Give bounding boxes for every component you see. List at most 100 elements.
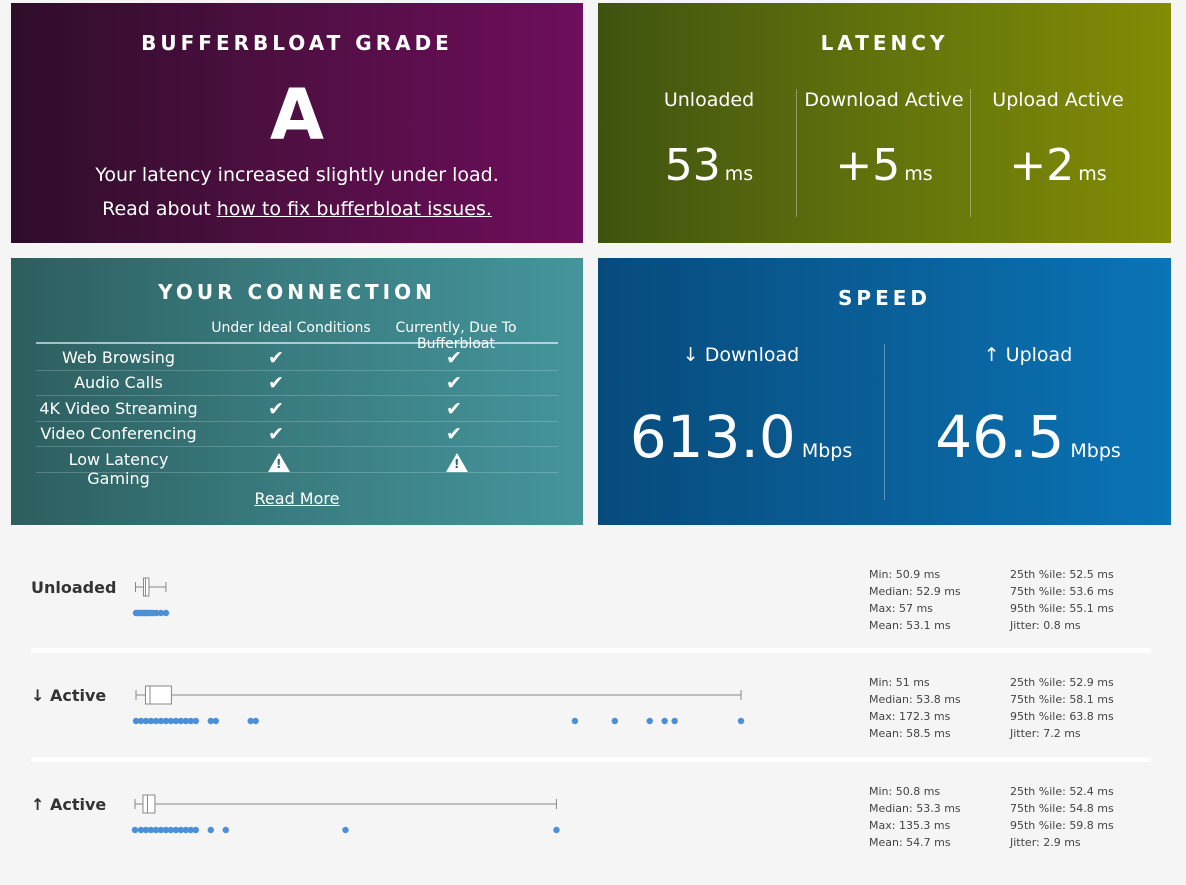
connection-row-label: Audio Calls (74, 373, 163, 393)
stat-mean: Mean: 58.5 ms (869, 727, 951, 740)
latency-label: Upload Active (992, 89, 1124, 111)
sample-dot (553, 826, 560, 834)
stat-min: Min: 50.8 ms (869, 785, 941, 798)
sample-dot (137, 717, 145, 725)
stats-section-title: Unloaded (31, 578, 117, 597)
fix-bufferbloat-link[interactable]: how to fix bufferbloat issues. (216, 198, 492, 220)
boxplot-box (144, 685, 172, 705)
connection-row-label: Video Conferencing (40, 424, 197, 444)
grade-fix-prefix: Read about (102, 198, 217, 220)
sample-dot (142, 826, 150, 834)
stats-col-right: 25th %ile: 52.5 ms 75th %ile: 53.6 ms 95… (1010, 566, 1114, 634)
sample-dot (157, 609, 165, 617)
speed-divider (884, 344, 885, 500)
stat-median: Median: 53.3 ms (869, 802, 961, 815)
sample-dot (162, 717, 170, 725)
stat-jitter: Jitter: 7.2 ms (1010, 727, 1081, 740)
your-connection-card: YOUR CONNECTION Under Ideal Conditions C… (11, 258, 583, 525)
sample-dot (152, 717, 160, 725)
boxplot-box (142, 794, 156, 814)
connection-row: Audio Calls ✔ ✔ (36, 370, 558, 397)
sample-dot (182, 717, 190, 725)
grade-fix-line: Read about how to fix bufferbloat issues… (11, 198, 583, 220)
upload-number: 46.5 (935, 403, 1065, 471)
download-unit: Mbps (801, 440, 853, 462)
connection-row-label: Web Browsing (61, 348, 176, 367)
stat-p25: 25th %ile: 52.5 ms (1010, 568, 1114, 581)
sample-dot (132, 717, 140, 725)
latency-divider (796, 89, 797, 217)
stat-jitter: Jitter: 2.9 ms (1010, 836, 1081, 849)
sample-dot (342, 826, 349, 834)
latency-unit: ms (1078, 163, 1107, 185)
read-more-link[interactable]: Read More (254, 489, 340, 508)
upload-unit: Mbps (1070, 440, 1121, 462)
sample-dot (222, 826, 229, 834)
stats-col-left: Min: 50.8 ms Median: 53.3 ms Max: 135.3 … (869, 783, 961, 851)
stat-max: Max: 57 ms (869, 602, 933, 615)
stat-p25: 25th %ile: 52.9 ms (1010, 676, 1114, 689)
stat-p95: 95th %ile: 59.8 ms (1010, 819, 1114, 832)
grade-letter: A (269, 74, 325, 156)
grade-description: Your latency increased slightly under lo… (95, 164, 499, 186)
latency-divider (970, 89, 971, 217)
sample-dot (137, 826, 145, 834)
speed-card-title: SPEED (838, 286, 931, 310)
stats-upload-active: ↑ Active Min: 50.8 ms Median: 53.3 ms Ma… (31, 783, 1151, 863)
latency-unloaded: Unloaded 53 ms (622, 89, 796, 201)
warning-icon (446, 452, 468, 477)
checkmark-icon: ✔ (268, 423, 284, 446)
sample-dot (207, 717, 215, 725)
sample-dot (661, 717, 668, 725)
stat-p95: 95th %ile: 55.1 ms (1010, 602, 1114, 615)
sample-dot (152, 826, 160, 834)
sample-dot (571, 717, 579, 725)
sample-dot (153, 609, 160, 617)
upload-speed: ↑ Upload 46.5 Mbps (885, 344, 1171, 486)
connection-header-rule (36, 342, 558, 344)
stats-col-right: 25th %ile: 52.4 ms 75th %ile: 54.8 ms 95… (1010, 783, 1114, 851)
stats-section-title: ↑ Active (31, 795, 107, 814)
latency-download-active: Download Active +5 ms (797, 89, 971, 201)
sample-dot (252, 717, 259, 725)
column-header-current: Currently, Due To Bufferbloat (395, 320, 517, 352)
checkmark-icon: ✔ (446, 347, 462, 369)
stat-min: Min: 51 ms (869, 676, 930, 689)
sample-dot (207, 826, 215, 834)
read-more-line: Read More (11, 489, 583, 508)
latency-number: +2 (1009, 140, 1075, 191)
sample-dot (177, 717, 185, 725)
stats-section-title: ↓ Active (31, 686, 107, 705)
sample-dot (147, 826, 155, 834)
stat-max: Max: 135.3 ms (869, 819, 951, 832)
stat-median: Median: 53.8 ms (869, 693, 961, 706)
sample-dot (182, 826, 190, 834)
latency-value: +2 ms (971, 139, 1145, 201)
sample-dot (162, 826, 170, 834)
latency-card-title: LATENCY (820, 31, 949, 55)
sample-dot (131, 826, 139, 834)
stats-download-active: ↓ Active Min: 51 ms Median: 53.8 ms Max:… (31, 674, 1151, 754)
bufferbloat-grade-card: BUFFERBLOAT GRADE A Your latency increas… (11, 3, 583, 243)
latency-boxplot (132, 577, 170, 617)
sample-dot (671, 717, 678, 725)
download-label: ↓ Download (682, 344, 800, 366)
sample-dot (212, 717, 219, 725)
connection-row-label: 4K Video Streaming (39, 398, 198, 418)
section-divider (31, 757, 1151, 762)
sample-dot (167, 717, 175, 725)
sample-dot (187, 826, 195, 834)
stat-min: Min: 50.9 ms (869, 568, 941, 581)
stat-mean: Mean: 53.1 ms (869, 619, 951, 632)
download-number: 613.0 (629, 403, 796, 471)
latency-upload-active: Upload Active +2 ms (971, 89, 1145, 201)
boxplot-box (142, 577, 150, 597)
checkmark-icon: ✔ (268, 347, 284, 369)
sample-dot (737, 717, 745, 725)
sample-dot (172, 826, 180, 834)
stat-p75: 75th %ile: 58.1 ms (1010, 693, 1114, 706)
latency-boxplot (132, 685, 745, 725)
checkmark-icon: ✔ (446, 397, 462, 420)
sample-dot (177, 826, 185, 834)
sample-dot (142, 717, 150, 725)
